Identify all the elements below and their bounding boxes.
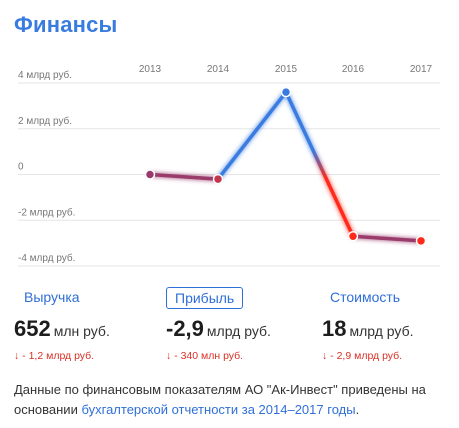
tab-profit[interactable]: Прибыль: [166, 287, 244, 309]
value-unit: млрд руб.: [349, 323, 414, 339]
section-title: Финансы: [14, 12, 118, 37]
footnote: Данные по финансовым показателям АО "Ак-…: [14, 380, 454, 420]
revenue-delta: ↓ - 1,2 млрд руб.: [14, 350, 95, 362]
value-value: 18: [322, 316, 347, 341]
series-segment: [284, 90, 355, 239]
data-point[interactable]: [212, 173, 224, 185]
tab-value[interactable]: Стоимость: [330, 289, 401, 305]
profit-unit: млрд руб.: [206, 323, 271, 339]
data-point[interactable]: [144, 169, 156, 180]
x-tick-label: 2016: [342, 64, 365, 75]
x-tick-label: 2017: [410, 64, 433, 75]
series-segment: [216, 90, 288, 181]
y-tick-label: -4 млрд руб.: [18, 252, 75, 264]
tab-revenue[interactable]: Выручка: [24, 289, 80, 305]
value-delta: ↓ - 2,9 млрд руб.: [322, 350, 403, 362]
y-tick-label: 4 млрд руб.: [18, 69, 72, 81]
series-segment: [148, 172, 220, 181]
profit-delta: ↓ - 340 млн руб.: [166, 350, 244, 362]
data-point[interactable]: [280, 86, 292, 98]
y-tick-label: -2 млрд руб.: [18, 206, 75, 218]
x-tick-label: 2013: [139, 64, 162, 75]
profit-line-chart: 4 млрд руб. 2 млрд руб. 0 -2 млрд руб. -4 мл…: [18, 64, 440, 267]
revenue-unit: млн руб.: [53, 323, 110, 339]
data-point[interactable]: [347, 231, 359, 242]
profit-value: -2,9: [166, 316, 204, 341]
y-tick-label: 0: [18, 162, 24, 173]
x-tick-label: 2015: [275, 64, 298, 75]
accounting-report-link[interactable]: бухгалтерской отчетности за 2014–2017 го…: [81, 402, 356, 417]
y-tick-label: 2 млрд руб.: [18, 115, 72, 127]
x-tick-label: 2014: [207, 64, 230, 75]
footnote-end: .: [355, 402, 360, 417]
revenue-metric: 652 млн руб.: [14, 316, 110, 342]
profit-metric: -2,9 млрд руб.: [166, 316, 271, 342]
revenue-value: 652: [14, 316, 51, 341]
footnote-text: Данные по финансовым показателям АО "Ак-…: [14, 382, 426, 417]
value-metric: 18 млрд руб.: [322, 316, 414, 342]
data-point[interactable]: [415, 235, 427, 247]
series-segment: [351, 234, 423, 243]
